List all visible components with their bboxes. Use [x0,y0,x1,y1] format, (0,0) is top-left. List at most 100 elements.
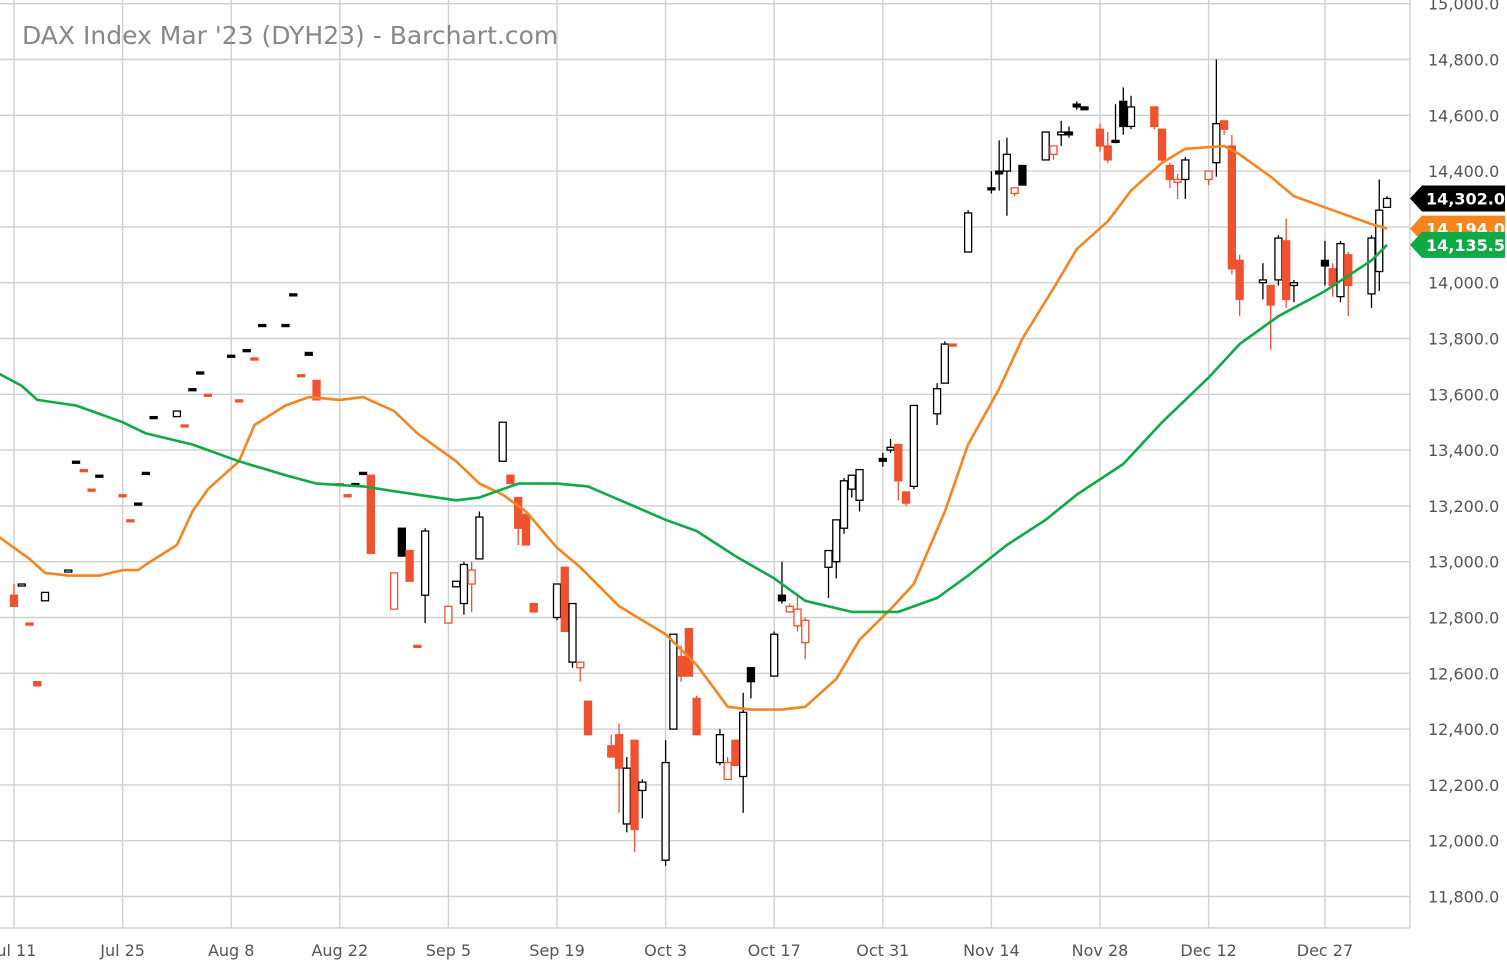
candle [785,603,794,613]
candle [1181,157,1190,199]
candle-body [622,767,631,825]
candle [25,622,34,626]
candle [1173,173,1182,199]
candle [770,631,779,677]
candle-body [1274,237,1283,281]
candle-body [1173,178,1182,183]
green-moving-average-line [0,243,1388,614]
candle-body [1072,103,1081,108]
candle [739,692,748,813]
candle [389,572,399,610]
candle [552,583,562,621]
price-badge-shape [1410,231,1505,258]
candle [630,739,639,852]
candle [1235,254,1244,317]
candle [242,349,251,353]
y-tick-label: 14,000.0 [1428,274,1499,293]
candle-body [1235,259,1244,301]
candle-body [560,566,569,633]
candle-body [203,393,213,397]
candle-body [405,549,414,582]
y-tick-label: 13,200.0 [1428,497,1499,516]
candle [1057,120,1066,146]
candle [141,471,151,476]
candle-body [770,633,779,677]
candle-body [1041,131,1050,161]
candle-body [506,474,515,485]
candle [358,471,368,476]
candle [568,602,577,668]
candle [1320,240,1330,286]
candle-body [234,399,244,403]
candle [203,393,213,397]
candle-body [1057,131,1066,136]
candle [1382,196,1392,209]
candle [1282,218,1291,308]
candle [607,734,616,758]
candle-body [1344,254,1353,287]
y-tick-label: 15,000.0 [1428,0,1499,14]
candle-body [289,293,298,297]
candle [149,415,158,420]
candle [420,528,430,624]
candle [1227,134,1237,275]
candle-body [358,471,368,476]
candle [1150,106,1159,130]
moving-average-layer [0,144,1388,711]
candle [1119,87,1128,135]
candle [64,569,73,573]
candle [576,661,585,682]
candle-body [71,460,81,464]
candle [995,140,1004,191]
candle-body [886,446,895,451]
candle-body [1165,164,1174,181]
candle [940,341,950,384]
candle-body [1010,187,1019,195]
candle [196,371,205,375]
candle [133,502,143,506]
candle [1010,187,1019,197]
candle-body [847,474,856,490]
candle-body [118,494,127,498]
candle-body [397,527,407,557]
candle [746,667,756,699]
x-tick-label: Nov 14 [963,941,1020,960]
candle-body [1375,209,1384,273]
y-tick-label: 11,800.0 [1428,888,1499,907]
candle-body [258,323,267,328]
candle [33,681,42,687]
candle [459,561,469,615]
candle-body [180,424,189,428]
candle-body [1382,197,1392,209]
candle-body [79,468,88,473]
candle [715,729,725,766]
candle-body [1080,106,1089,111]
candle [614,723,624,813]
candle [886,438,895,453]
candle [289,293,298,297]
candle-body [459,563,469,605]
candle-body [1150,106,1159,128]
candle-body [731,739,740,767]
candle-body [281,323,290,328]
candle-body [855,468,864,501]
candle [1018,164,1027,186]
candle [250,357,259,361]
y-tick-label: 13,000.0 [1428,553,1499,572]
candle [963,210,973,253]
candle-body [638,781,647,792]
candle [731,739,740,767]
candle-body [940,343,950,384]
candle [1095,123,1105,152]
candle [1266,284,1275,350]
y-tick-label: 12,000.0 [1428,832,1499,851]
candle [343,494,352,498]
candle-body [987,187,996,191]
candle-body [141,471,151,476]
candle-body [661,761,670,861]
candle [560,566,569,633]
y-tick-label: 12,600.0 [1428,664,1499,683]
candle [467,561,476,612]
candle [95,474,104,478]
candle [801,617,810,660]
